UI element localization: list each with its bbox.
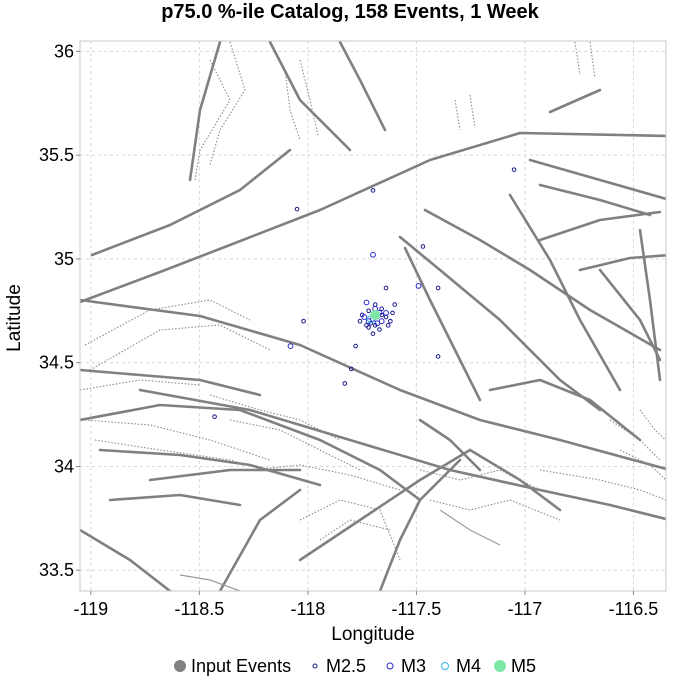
fault-la-2 (98, 448, 322, 487)
legend: Input Events M2.5 M3 M4 M5 (174, 656, 536, 676)
event-point-m2-5 (353, 343, 358, 349)
fault-mojave-4 (528, 158, 666, 201)
event-point-m2-5 (420, 244, 426, 249)
fault-thin-2 (439, 509, 501, 546)
fault-band-east (609, 409, 666, 481)
y-tick-label: 33.5 (39, 560, 74, 580)
x-axis-label: Longitude (331, 624, 414, 645)
legend-marker (174, 660, 186, 672)
event-point-m3 (370, 251, 376, 258)
event-point-m3 (415, 283, 422, 289)
x-tick-label: -117.5 (392, 599, 442, 619)
fault-mojave-1 (398, 235, 602, 412)
event-point-m2-5 (511, 167, 517, 172)
event-point-m2-5 (379, 306, 384, 312)
fault-kern (188, 41, 222, 182)
legend-label: M3 (401, 656, 426, 676)
event-point-m2-5 (390, 310, 395, 316)
fault-mojave-3 (403, 246, 482, 402)
event-point-m2-5 (377, 327, 382, 332)
fault-la-8 (80, 368, 262, 397)
event-point-m2-5 (301, 318, 306, 324)
event-point-m3 (287, 343, 294, 349)
event-point-m2-5 (212, 414, 217, 419)
x-tick-label: -117 (508, 599, 543, 619)
y-axis-ticks: 33.5 34 34.5 35 35.5 36 (39, 41, 80, 580)
y-tick-label: 36 (54, 41, 74, 61)
fault-mojave-7 (578, 253, 666, 272)
fault-band-north (194, 41, 319, 181)
fault-mojave-8 (548, 88, 602, 114)
event-point-m2-5 (392, 302, 398, 307)
fault-la-7 (418, 418, 482, 472)
grid (80, 41, 666, 591)
event-point-m2-5 (364, 323, 369, 328)
x-axis-ticks: -119 -118.5 -118 -117.5 -117 -116.5 (74, 591, 659, 619)
event-point-m3 (374, 320, 381, 327)
fault-sierra (338, 41, 387, 132)
y-axis-label: Latitude (4, 284, 25, 352)
event-point-m2-5 (383, 285, 389, 291)
y-tick-label: 35 (54, 249, 74, 269)
fault-garlock (80, 131, 666, 304)
event-point-m5 (370, 309, 381, 320)
event-point-m3 (365, 318, 372, 325)
legend-label: M2.5 (326, 656, 366, 676)
x-tick-label: -118 (291, 599, 326, 619)
event-points (212, 167, 517, 419)
event-point-m3 (361, 314, 368, 320)
event-point-m2-5 (366, 308, 371, 314)
legend-marker (312, 663, 318, 669)
fault-thin-1 (179, 574, 241, 591)
fault-la-3 (148, 468, 302, 482)
event-point-m2-5 (370, 188, 376, 193)
fault-mojave-11 (638, 228, 662, 382)
y-tick-label: 34 (54, 456, 74, 476)
fault-la-6 (488, 378, 642, 442)
event-point-m2-5 (294, 206, 300, 212)
legend-marker (441, 662, 449, 670)
fault-elsinore (298, 448, 472, 562)
fault-mojave-2 (423, 208, 662, 352)
event-point-m2-5 (370, 331, 376, 336)
fault-la-1 (80, 403, 422, 502)
legend-marker (494, 660, 506, 672)
y-tick-label: 35.5 (39, 145, 74, 165)
event-point-m2-5 (357, 318, 363, 324)
fault-la-5 (468, 448, 562, 512)
plot-frame (79, 40, 667, 592)
y-tick-label: 34.5 (39, 353, 74, 373)
fault-coastal (218, 488, 302, 591)
event-point-m2-5 (435, 285, 441, 291)
event-point-m2-5 (435, 354, 441, 359)
event-point-m2-5 (348, 366, 354, 372)
event-point-m3 (363, 299, 370, 306)
fault-band-ne (454, 41, 596, 131)
fault-mojave-10 (598, 268, 662, 362)
event-point-m2-5 (388, 318, 393, 324)
legend-label: Input Events (191, 656, 291, 676)
fault-mojave-9 (508, 193, 622, 392)
chart-title: p75.0 %-ile Catalog, 158 Events, 1 Week (161, 1, 539, 23)
event-point-m3 (383, 309, 389, 316)
fault-band-mid (209, 394, 401, 491)
x-tick-label: -118.5 (175, 599, 225, 619)
legend-label: M5 (511, 656, 536, 676)
fault-newport (80, 528, 172, 591)
fault-mojave-5 (538, 183, 652, 217)
x-tick-label: -116.5 (609, 599, 659, 619)
x-tick-label: -119 (74, 599, 109, 619)
fault-san-andreas (80, 298, 666, 471)
fault-band-west (80, 299, 301, 481)
fault-la-4 (108, 493, 242, 507)
fault-mojave-6 (538, 210, 662, 242)
fault-white-wolf (90, 148, 292, 257)
legend-marker (386, 662, 394, 670)
fault-map (80, 41, 666, 591)
fault-sjc (378, 458, 462, 591)
event-point-m2-5 (385, 323, 391, 328)
legend-label: M4 (456, 656, 481, 676)
event-point-m2-5 (342, 381, 348, 386)
